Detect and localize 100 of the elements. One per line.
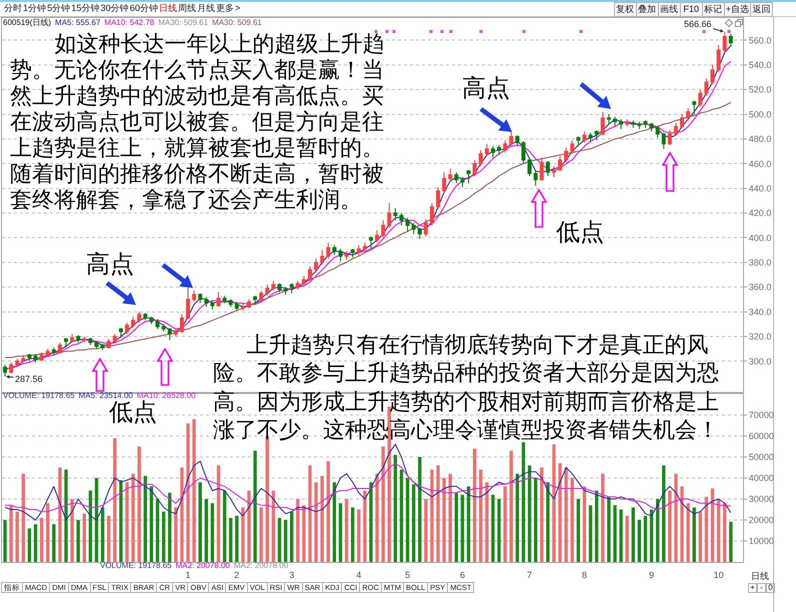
bar	[138, 446, 141, 562]
candlestick	[576, 136, 580, 147]
y-tick-label: 40000	[748, 473, 774, 484]
bar	[290, 512, 294, 562]
line-series	[4, 444, 732, 520]
candlestick	[612, 116, 617, 128]
bar	[686, 503, 690, 562]
x-tick-label: 9	[649, 570, 654, 580]
candlestick	[168, 327, 172, 341]
candlestick	[112, 333, 117, 344]
candlestick	[466, 169, 471, 184]
bar	[204, 499, 208, 562]
candlestick	[668, 130, 672, 146]
bar	[692, 507, 696, 562]
bar	[198, 482, 202, 562]
candlestick	[418, 227, 422, 240]
bar	[632, 507, 635, 562]
annotation: 287.56	[15, 374, 43, 384]
candlestick	[156, 318, 160, 330]
bar	[174, 507, 178, 562]
bar	[638, 520, 641, 562]
candlestick	[52, 347, 56, 356]
candlestick	[338, 248, 342, 262]
candlestick	[15, 358, 20, 368]
text: -	[757, 583, 766, 593]
bar	[394, 454, 398, 562]
annotation: VOLUME: 19178.65	[100, 561, 172, 570]
bar	[448, 474, 452, 562]
candlestick	[240, 302, 245, 312]
candlestick	[375, 230, 380, 244]
category-label: 15分钟	[71, 3, 100, 14]
y-tick-label: 300.0	[748, 356, 772, 366]
y-tick-label: 420.0	[748, 208, 772, 218]
candlestick	[497, 144, 502, 156]
category-label: 60分钟	[130, 3, 158, 14]
candlestick	[186, 286, 190, 320]
text: MA10: 26528.00	[136, 391, 196, 400]
text: MA30: 509.61	[212, 18, 262, 27]
y-tick-label: 30000	[748, 494, 774, 504]
candlestick	[368, 236, 373, 250]
y-tick-label: 320.0	[748, 332, 772, 342]
candlestick	[637, 121, 642, 130]
bar	[235, 516, 238, 562]
bar	[52, 524, 56, 562]
candlestick	[490, 146, 495, 158]
candlestick	[515, 134, 520, 147]
candlestick	[625, 118, 630, 128]
category-label: 5分钟	[47, 3, 70, 14]
bar	[82, 514, 86, 562]
bar	[296, 499, 300, 562]
bar	[723, 503, 726, 562]
candlestick	[40, 352, 44, 362]
candlestick	[393, 208, 398, 221]
bar	[625, 516, 629, 562]
candlestick	[570, 140, 574, 154]
annotation: MA2: 20078.00	[234, 561, 288, 570]
candlestick	[308, 266, 312, 282]
text: 复权	[614, 2, 636, 17]
candlestick	[472, 159, 477, 176]
bar	[332, 482, 336, 562]
candlestick	[722, 32, 727, 54]
bar	[192, 419, 196, 562]
bar	[674, 474, 678, 562]
bar	[540, 468, 544, 562]
candlestick	[521, 140, 526, 164]
text: 标记	[702, 2, 724, 17]
text: MA10: 542.78	[104, 18, 154, 27]
candlestick	[88, 337, 92, 346]
bar	[22, 474, 26, 562]
bar	[472, 448, 476, 562]
candlestick	[70, 333, 74, 344]
candlestick	[118, 327, 123, 338]
bar	[406, 478, 410, 562]
candlestick	[594, 130, 599, 141]
candlestick	[436, 186, 440, 210]
candlestick	[234, 301, 239, 312]
candlestick	[686, 108, 690, 121]
candlestick	[210, 300, 214, 310]
text: 画线	[658, 2, 680, 17]
candlestick	[704, 78, 708, 96]
bar	[272, 490, 276, 562]
candlestick	[674, 122, 678, 136]
candlestick	[198, 292, 202, 304]
candlestick	[76, 334, 80, 344]
text: 日线	[751, 571, 769, 581]
bar	[564, 468, 568, 562]
y-tick-label: 10000	[748, 536, 774, 546]
candlestick	[302, 275, 306, 286]
candlestick	[356, 244, 361, 257]
bar	[241, 507, 245, 562]
candlestick	[320, 250, 324, 266]
bar	[716, 499, 720, 562]
x-tick-label: 3	[289, 570, 294, 580]
bar	[107, 516, 110, 562]
bar	[260, 507, 263, 562]
candlestick	[82, 336, 86, 344]
bar	[388, 406, 391, 562]
x-tick-label: 10	[714, 570, 724, 580]
candlestick	[271, 280, 276, 292]
candlestick	[362, 242, 367, 252]
